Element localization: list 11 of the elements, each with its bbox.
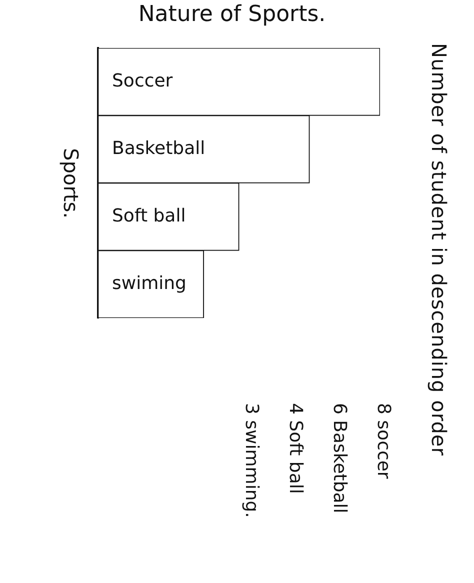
text: 6 Basketball bbox=[328, 403, 350, 514]
y-tick-label: Soccer bbox=[112, 70, 174, 92]
text: Number of student in descending order bbox=[427, 43, 451, 456]
text: 3 swimming. bbox=[240, 403, 262, 518]
text: 8 soccer bbox=[372, 403, 394, 479]
y-tick-label: Soft ball bbox=[112, 205, 186, 226]
y-tick-label: swiming bbox=[112, 272, 186, 294]
chart-title: Nature of Sports. bbox=[137, 2, 327, 28]
text: 4 Soft ball bbox=[284, 403, 306, 494]
y-tick-label: Basketball bbox=[112, 138, 206, 159]
y-axis-title: Sports. bbox=[59, 148, 83, 218]
